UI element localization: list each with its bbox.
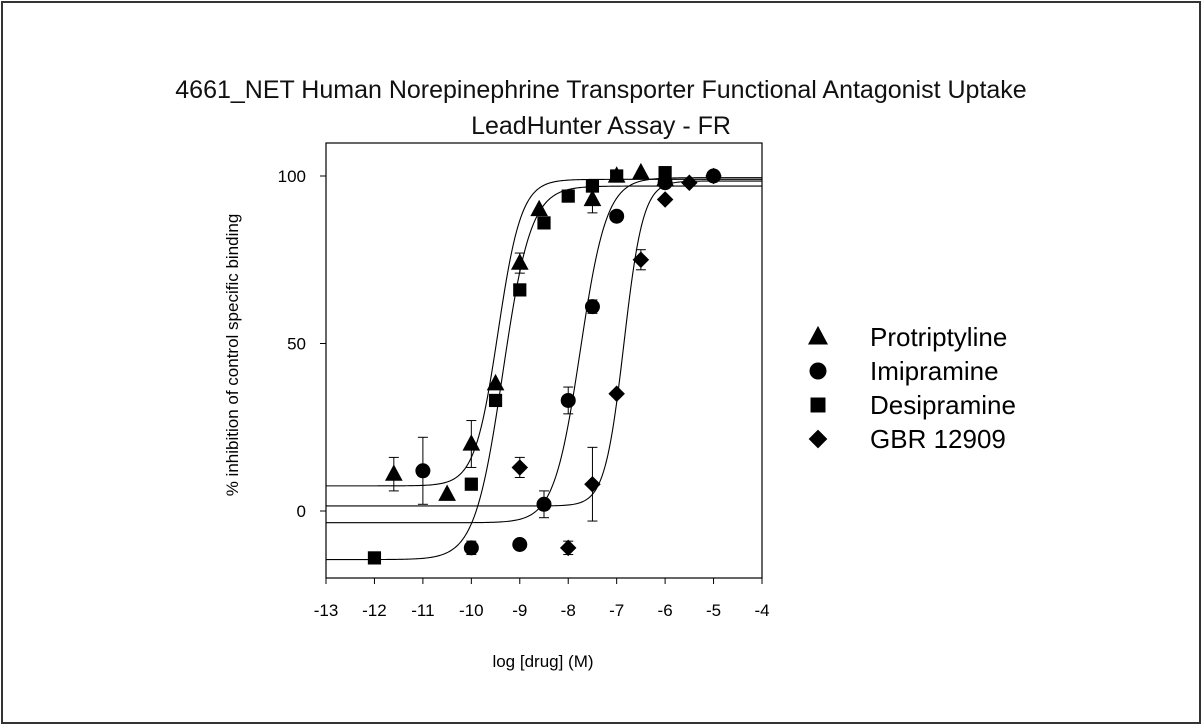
x-tick-label: -13 <box>314 601 339 620</box>
diamond-point <box>705 167 722 185</box>
square-point <box>513 283 527 297</box>
diamond-point <box>608 385 625 402</box>
square-point <box>464 477 478 491</box>
legend-label: GBR 12909 <box>870 424 1006 454</box>
data-points <box>367 162 722 565</box>
x-tick-label: -8 <box>561 601 576 620</box>
circle-point <box>609 208 625 224</box>
diamond-point <box>632 251 650 268</box>
legend-label: Desipramine <box>870 390 1016 420</box>
circle-point <box>560 392 576 408</box>
square-point <box>585 179 600 193</box>
error-bars <box>388 185 646 556</box>
plot-border <box>325 142 763 579</box>
triangle-point <box>438 484 456 501</box>
legend-square-icon <box>810 397 826 413</box>
circle-point <box>512 537 528 552</box>
plot-area <box>325 142 763 579</box>
triangle-point <box>632 162 650 180</box>
y-tick-label: 0 <box>297 502 306 521</box>
square-point <box>367 551 382 565</box>
triangle-point <box>384 464 403 481</box>
square-point <box>561 189 575 203</box>
legend-diamond-icon <box>808 429 828 449</box>
y-axis-label: % inhibition of control specific binding <box>223 214 242 497</box>
chart-title: 4661_NET Human Norepinephrine Transporte… <box>175 76 1027 104</box>
x-axis: -13 -12 -11 -10 -9 -8 -7 -6 -5 -4 <box>314 578 770 620</box>
circle-point <box>463 540 479 556</box>
x-axis-label: log [drug] (M) <box>492 652 593 671</box>
triangle-point <box>530 199 548 217</box>
triangle-point <box>510 253 529 270</box>
legend: Protriptyline Imipramine Desipramine GBR 12… <box>807 322 1016 454</box>
chart-subtitle: LeadHunter Assay - FR <box>471 112 731 140</box>
diamond-point <box>656 191 674 208</box>
x-tick-label: -5 <box>706 601 721 620</box>
x-tick-label: -4 <box>754 601 769 620</box>
x-tick-label: -12 <box>362 601 387 620</box>
x-tick-label: -10 <box>459 601 484 620</box>
diamond-point <box>584 475 601 493</box>
square-point <box>610 169 624 183</box>
legend-circle-icon <box>809 362 827 380</box>
legend-label: Protriptyline <box>870 322 1007 352</box>
triangle-point <box>462 434 481 451</box>
diamond-point <box>559 539 577 557</box>
x-tick-label: -6 <box>658 601 673 620</box>
square-point <box>537 216 551 230</box>
circle-point <box>584 299 600 315</box>
square-point <box>658 166 672 180</box>
x-tick-label: -7 <box>609 601 624 620</box>
y-tick-label: 100 <box>278 167 306 186</box>
diamond-point <box>681 174 698 191</box>
triangle-point <box>486 373 505 391</box>
triangle-point <box>583 189 602 207</box>
x-tick-label: -11 <box>411 601 434 620</box>
x-tick-label: -9 <box>512 601 527 620</box>
square-point <box>488 393 503 408</box>
legend-triangle-icon <box>807 325 829 345</box>
circle-point <box>415 463 431 479</box>
y-axis: 100 50 0 <box>278 167 326 521</box>
legend-label: Imipramine <box>870 356 999 386</box>
circle-point <box>536 496 552 512</box>
diamond-point <box>511 459 529 476</box>
y-tick-label: 50 <box>287 335 306 354</box>
